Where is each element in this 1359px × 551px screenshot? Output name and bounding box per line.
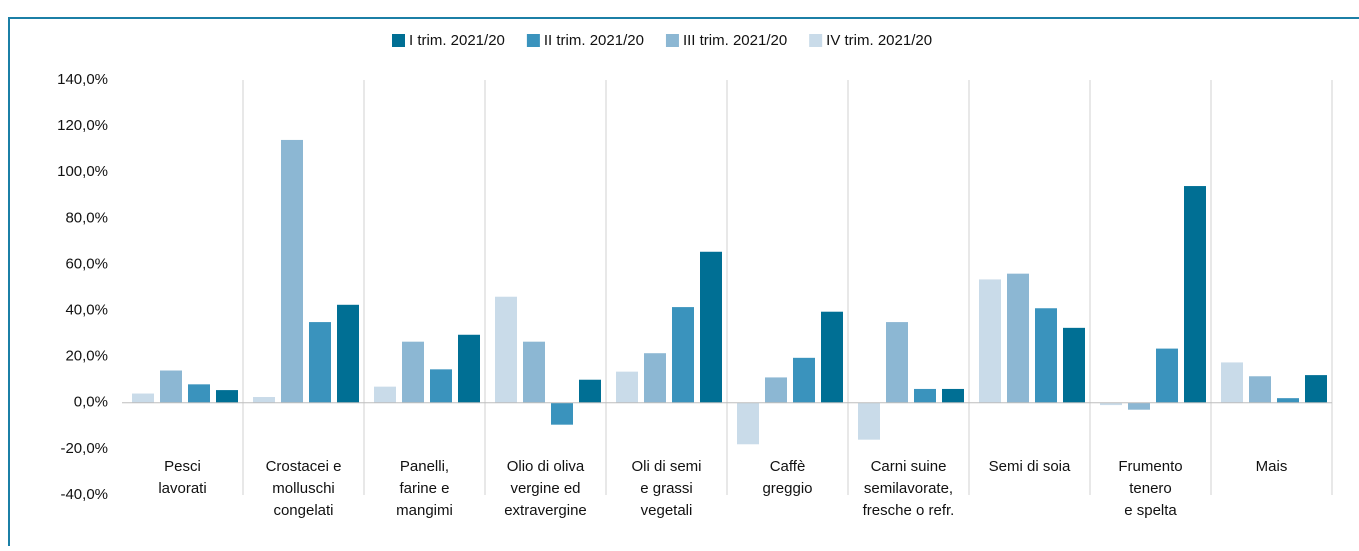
x-tick-label: Crostacei e — [266, 458, 342, 475]
bar — [1305, 375, 1327, 403]
y-tick-label: -20,0% — [60, 440, 108, 457]
x-tick-label: vergine ed — [510, 480, 580, 497]
legend-label: II trim. 2021/20 — [544, 32, 644, 49]
bar — [1100, 402, 1122, 406]
x-tick-label: Mais — [1256, 458, 1288, 475]
x-tick-label: molluschi — [272, 480, 335, 497]
y-tick-label: 100,0% — [57, 163, 108, 180]
x-tick-label: Frumento — [1118, 458, 1182, 475]
x-tick-label: e grassi — [640, 480, 693, 497]
legend-label: IV trim. 2021/20 — [826, 32, 932, 49]
bar — [1156, 348, 1178, 403]
legend-label: I trim. 2021/20 — [409, 32, 505, 49]
x-tick-label: Oli di semi — [631, 458, 701, 475]
x-tick-label: lavorati — [158, 480, 206, 497]
bar — [1007, 273, 1029, 403]
bar — [1035, 308, 1057, 403]
bar — [160, 370, 182, 403]
x-tick-label: Carni suine — [871, 458, 947, 475]
bar — [188, 384, 210, 403]
bar — [793, 357, 815, 403]
legend-swatch — [392, 34, 405, 47]
legend-label: III trim. 2021/20 — [683, 32, 787, 49]
bar — [914, 388, 936, 403]
bar — [132, 393, 154, 403]
bar — [402, 341, 424, 403]
bar — [495, 296, 517, 403]
bar — [886, 322, 908, 403]
x-tick-label: e spelta — [1124, 502, 1177, 519]
x-tick-label: Panelli, — [400, 458, 449, 475]
x-tick-label: extravergine — [504, 502, 587, 519]
bar — [1184, 186, 1206, 403]
bar — [765, 377, 787, 403]
bar — [700, 251, 722, 403]
x-tick-label: farine e — [399, 480, 449, 497]
x-tick-label: Pesci — [164, 458, 201, 475]
bar — [309, 322, 331, 403]
bar — [979, 279, 1001, 403]
y-tick-label: 40,0% — [65, 302, 108, 319]
bar — [672, 307, 694, 403]
legend-swatch — [665, 34, 679, 47]
bar — [1221, 362, 1243, 403]
x-tick-label: congelati — [273, 502, 333, 519]
bar — [579, 379, 601, 403]
legend-swatch — [526, 34, 540, 47]
bar — [216, 390, 238, 403]
bar — [523, 341, 545, 403]
y-tick-label: 120,0% — [57, 117, 108, 134]
bar — [858, 402, 880, 440]
bar — [458, 334, 480, 403]
bar — [1277, 398, 1299, 403]
bar — [253, 397, 275, 403]
bar — [821, 311, 843, 403]
bar — [644, 353, 666, 403]
y-tick-label: 60,0% — [65, 255, 108, 272]
bar — [616, 371, 638, 403]
y-tick-label: -40,0% — [60, 486, 108, 503]
x-tick-label: tenero — [1129, 480, 1172, 497]
x-tick-label: vegetali — [641, 502, 693, 519]
bar — [737, 402, 759, 445]
bar — [281, 139, 303, 403]
x-tick-label: semilavorate, — [864, 480, 953, 497]
legend-swatch — [809, 34, 823, 47]
x-tick-label: Caffè — [770, 458, 806, 475]
x-tick-label: fresche o refr. — [863, 502, 955, 519]
y-tick-label: 0,0% — [74, 394, 108, 411]
y-tick-label: 80,0% — [65, 209, 108, 226]
bar — [1063, 327, 1085, 403]
x-tick-label: greggio — [762, 480, 812, 497]
bar — [1128, 402, 1150, 410]
y-tick-label: 20,0% — [65, 348, 108, 365]
bar — [551, 402, 573, 425]
y-tick-label: 140,0% — [57, 71, 108, 88]
x-tick-label: mangimi — [396, 502, 453, 519]
bar — [1249, 376, 1271, 403]
x-tick-label: Olio di oliva — [507, 458, 585, 475]
bar — [337, 304, 359, 403]
bar — [942, 388, 964, 403]
bar — [374, 386, 396, 403]
bar — [430, 369, 452, 403]
x-tick-label: Semi di soia — [989, 458, 1071, 475]
